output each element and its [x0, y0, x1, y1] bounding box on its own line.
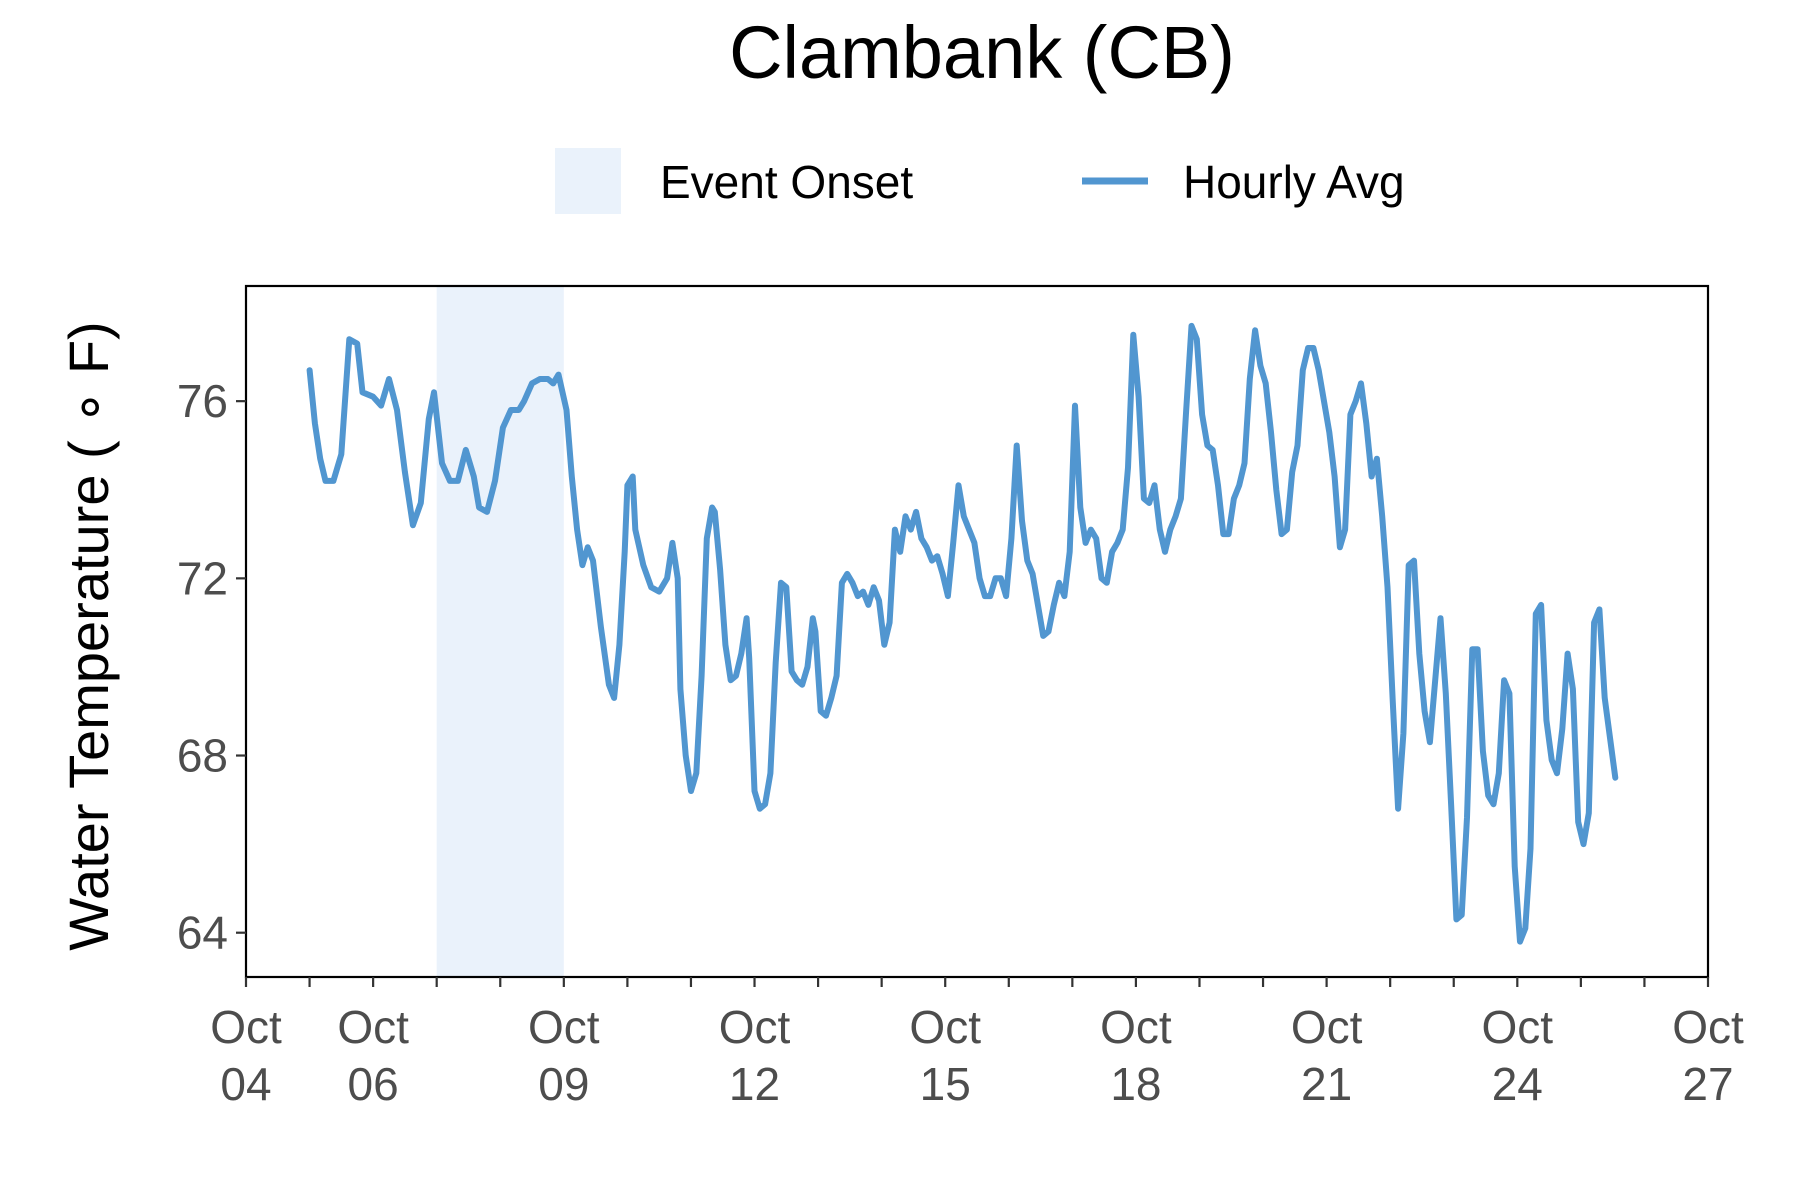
x-tick-label-day: 21 — [1301, 1058, 1352, 1110]
x-tick-label-day: 24 — [1492, 1058, 1543, 1110]
series-line-hourly-avg — [306, 322, 1619, 945]
y-tick-label: 64 — [177, 907, 228, 959]
x-tick-label-month: Oct — [1100, 1001, 1172, 1053]
event-onset-band — [436, 286, 564, 977]
x-tick-label-month: Oct — [719, 1001, 791, 1053]
legend: Event Onset Hourly Avg — [555, 148, 1405, 214]
plot-panel-border — [244, 284, 1710, 979]
y-axis-title: Water Temperature ( ∘ F) — [57, 321, 120, 950]
legend-label-hourly-avg: Hourly Avg — [1183, 156, 1405, 208]
x-tick-label-month: Oct — [337, 1001, 409, 1053]
y-tick-label: 76 — [177, 375, 228, 427]
x-tick-label-day: 27 — [1682, 1058, 1733, 1110]
plot-area — [244, 284, 1710, 979]
chart-title: Clambank (CB) — [729, 11, 1235, 94]
x-tick-label-month: Oct — [1672, 1001, 1744, 1053]
x-tick-label-month: Oct — [528, 1001, 600, 1053]
y-tick-label: 68 — [177, 730, 228, 782]
legend-swatch-event-onset — [555, 148, 621, 214]
x-tick-label-day: 15 — [920, 1058, 971, 1110]
x-tick-label-month: Oct — [1291, 1001, 1363, 1053]
x-tick-label-day: 04 — [220, 1058, 271, 1110]
x-tick-label-day: 09 — [538, 1058, 589, 1110]
x-tick-label-day: 18 — [1110, 1058, 1161, 1110]
x-axis: Oct04Oct06Oct09Oct12Oct15Oct18Oct21Oct24… — [210, 977, 1744, 1110]
y-axis: 64 68 72 76 — [177, 375, 246, 959]
x-tick-label-month: Oct — [909, 1001, 981, 1053]
x-tick-label-month: Oct — [1482, 1001, 1554, 1053]
x-tick-label-month: Oct — [210, 1001, 282, 1053]
y-tick-label: 72 — [177, 552, 228, 604]
legend-label-event-onset: Event Onset — [660, 156, 913, 208]
x-tick-label-day: 06 — [348, 1058, 399, 1110]
x-tick-label-day: 12 — [729, 1058, 780, 1110]
